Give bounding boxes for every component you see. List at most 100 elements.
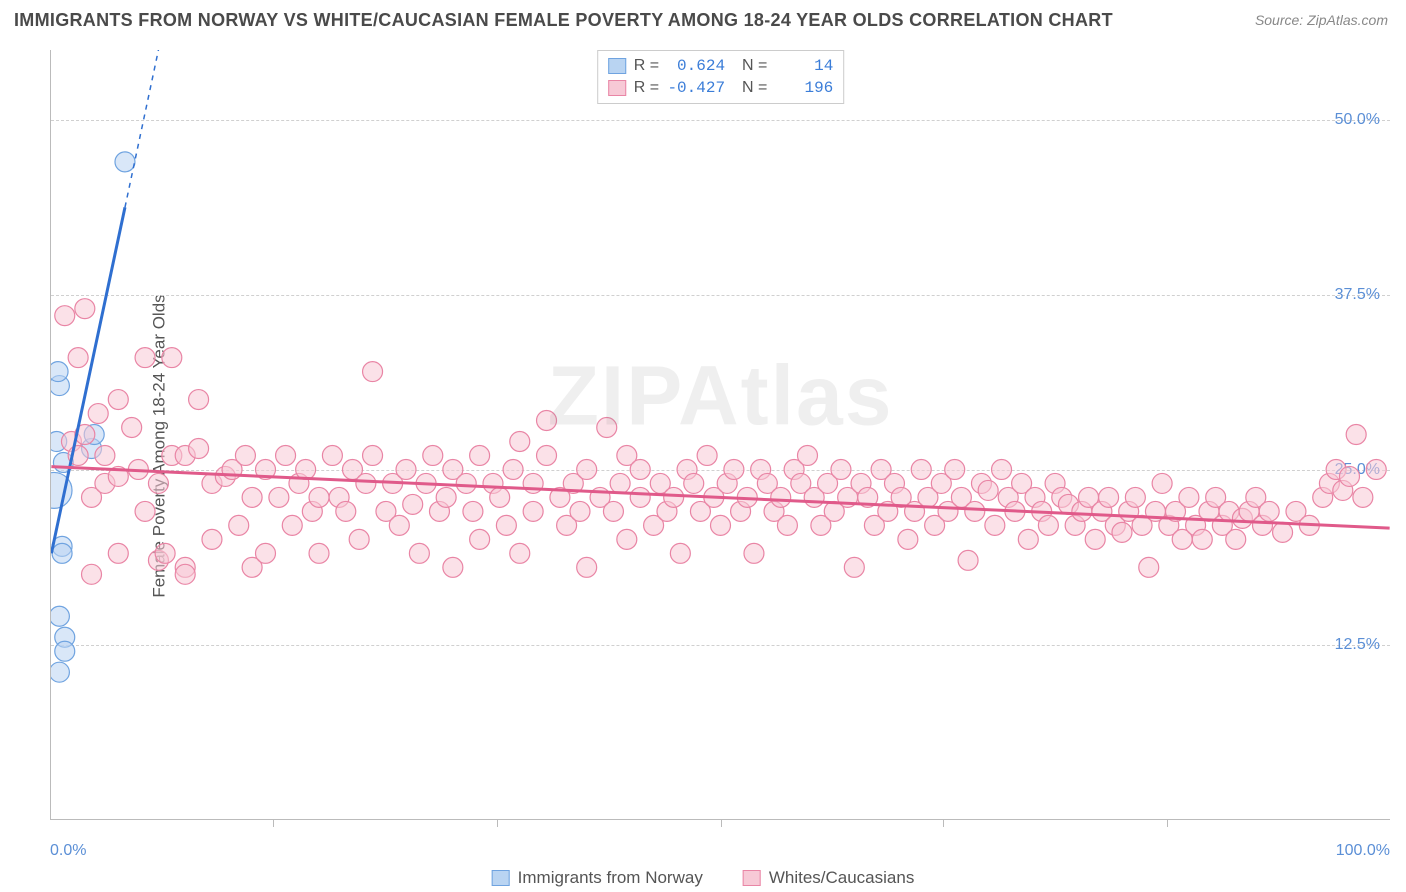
data-point bbox=[858, 487, 878, 507]
data-point bbox=[898, 529, 918, 549]
legend-swatch bbox=[608, 58, 626, 74]
data-point bbox=[108, 543, 128, 563]
legend-r-value: -0.427 bbox=[667, 79, 725, 97]
data-point bbox=[1273, 522, 1293, 542]
data-point bbox=[664, 487, 684, 507]
data-point bbox=[911, 459, 931, 479]
data-point bbox=[684, 473, 704, 493]
data-point bbox=[1112, 522, 1132, 542]
x-tick bbox=[1167, 819, 1168, 827]
data-point bbox=[1038, 515, 1058, 535]
data-point bbox=[523, 473, 543, 493]
data-point bbox=[409, 543, 429, 563]
legend-swatch bbox=[743, 870, 761, 886]
data-point bbox=[831, 459, 851, 479]
legend-row: R =-0.427 N =196 bbox=[608, 77, 834, 99]
data-point bbox=[537, 411, 557, 431]
data-point bbox=[75, 299, 95, 319]
data-point bbox=[537, 445, 557, 465]
data-point bbox=[1152, 473, 1172, 493]
correlation-legend: R =0.624 N =14R =-0.427 N =196 bbox=[597, 50, 845, 104]
data-point bbox=[51, 662, 69, 682]
data-point bbox=[711, 515, 731, 535]
data-point bbox=[336, 501, 356, 521]
x-tick-min: 0.0% bbox=[50, 842, 86, 860]
data-point bbox=[777, 515, 797, 535]
data-point bbox=[122, 418, 142, 438]
data-point bbox=[115, 152, 135, 172]
data-point bbox=[496, 515, 516, 535]
data-point bbox=[1192, 529, 1212, 549]
data-point bbox=[523, 501, 543, 521]
legend-label: Whites/Caucasians bbox=[769, 868, 915, 888]
legend-item: Immigrants from Norway bbox=[492, 868, 703, 888]
data-point bbox=[68, 348, 88, 368]
data-point bbox=[189, 390, 209, 410]
data-point bbox=[510, 543, 530, 563]
series-legend: Immigrants from Norway Whites/Caucasians bbox=[492, 868, 915, 888]
data-point bbox=[1125, 487, 1145, 507]
data-point bbox=[603, 501, 623, 521]
data-point bbox=[416, 473, 436, 493]
data-point bbox=[737, 487, 757, 507]
data-point bbox=[463, 501, 483, 521]
data-point bbox=[510, 432, 530, 452]
source-link[interactable]: ZipAtlas.com bbox=[1307, 12, 1388, 28]
data-point bbox=[844, 557, 864, 577]
legend-n-value: 196 bbox=[775, 79, 833, 97]
data-point bbox=[363, 362, 383, 382]
data-point bbox=[256, 543, 276, 563]
data-point bbox=[423, 445, 443, 465]
data-point bbox=[470, 529, 490, 549]
data-point bbox=[95, 445, 115, 465]
data-point bbox=[269, 487, 289, 507]
plot-area: ZIPAtlas R =0.624 N =14R =-0.427 N =196 … bbox=[50, 50, 1390, 820]
data-point bbox=[322, 445, 342, 465]
data-point bbox=[630, 487, 650, 507]
data-point bbox=[108, 390, 128, 410]
data-point bbox=[470, 445, 490, 465]
data-point bbox=[1299, 515, 1319, 535]
legend-r-label: R = bbox=[634, 79, 659, 97]
data-point bbox=[1353, 487, 1373, 507]
data-point bbox=[242, 487, 262, 507]
data-point bbox=[52, 543, 72, 563]
x-tick bbox=[273, 819, 274, 827]
legend-item: Whites/Caucasians bbox=[743, 868, 915, 888]
legend-swatch bbox=[492, 870, 510, 886]
data-point bbox=[309, 543, 329, 563]
data-point bbox=[128, 459, 148, 479]
data-point bbox=[135, 348, 155, 368]
data-point bbox=[349, 529, 369, 549]
legend-label: Immigrants from Norway bbox=[518, 868, 703, 888]
data-point bbox=[108, 466, 128, 486]
data-point bbox=[389, 515, 409, 535]
data-point bbox=[965, 501, 985, 521]
data-point bbox=[945, 459, 965, 479]
x-tick bbox=[721, 819, 722, 827]
data-point bbox=[75, 425, 95, 445]
data-point bbox=[282, 515, 302, 535]
data-point bbox=[1099, 487, 1119, 507]
data-point bbox=[670, 543, 690, 563]
data-point bbox=[403, 494, 423, 514]
data-point bbox=[958, 550, 978, 570]
data-point bbox=[744, 543, 764, 563]
data-point bbox=[1339, 466, 1359, 486]
data-point bbox=[597, 418, 617, 438]
data-point bbox=[1179, 487, 1199, 507]
data-point bbox=[235, 445, 255, 465]
data-point bbox=[363, 445, 383, 465]
data-point bbox=[148, 473, 168, 493]
source-prefix: Source: bbox=[1255, 12, 1307, 28]
data-point bbox=[276, 445, 296, 465]
data-point bbox=[724, 459, 744, 479]
data-point bbox=[51, 472, 72, 508]
data-point bbox=[135, 501, 155, 521]
x-tick bbox=[497, 819, 498, 827]
data-point bbox=[1259, 501, 1279, 521]
data-point bbox=[175, 564, 195, 584]
data-point bbox=[202, 529, 222, 549]
data-point bbox=[162, 348, 182, 368]
legend-r-label: R = bbox=[634, 57, 659, 75]
